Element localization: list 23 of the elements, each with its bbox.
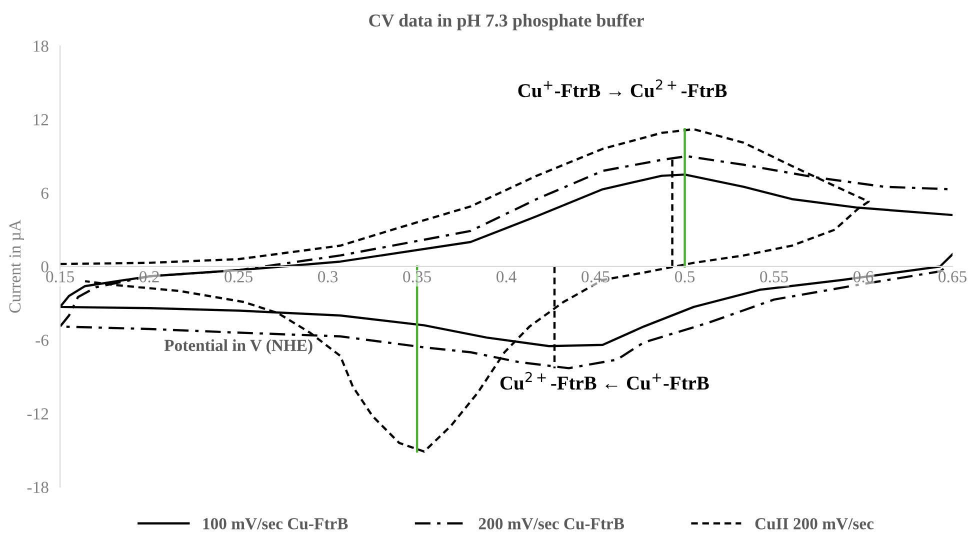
x-axis-title: Potential in V (NHE) — [164, 339, 312, 354]
x-tick-label: 0.45 — [582, 271, 610, 282]
y-tick-label: -12 — [27, 408, 48, 420]
chart-title: CV data in pH 7.3 phosphate buffer — [369, 14, 644, 30]
x-tick-label: 0.4 — [496, 271, 516, 282]
legend-label: 100 mV/sec Cu-FtrB — [203, 518, 348, 530]
x-tick-label: 0.3 — [318, 271, 338, 282]
y-tick-label: 0 — [41, 261, 48, 272]
legend-label: CuII 200 mV/sec — [755, 518, 874, 530]
x-tick-label: 0.65 — [938, 271, 966, 282]
y-tick-label: 12 — [34, 114, 48, 126]
y-tick-label: 6 — [41, 188, 48, 199]
y-tick-label: 18 — [34, 40, 48, 52]
y-tick-label: -6 — [36, 334, 48, 346]
x-tick-label: 0.5 — [675, 271, 695, 282]
y-tick-label: -18 — [27, 482, 48, 494]
annotation: Cu$^{+}$-FtrB → Cu$^{2+}$-FtrB — [518, 79, 727, 98]
annotation: Cu$^{2+}$-FtrB ← Cu$^{+}$-FtrB — [500, 372, 709, 390]
x-tick-label: 0.55 — [760, 271, 788, 282]
legend-label: 200 mV/sec Cu-FtrB — [478, 518, 624, 530]
y-axis-title: Current in µA — [9, 220, 24, 313]
x-tick-label: 0.15 — [46, 271, 74, 282]
x-tick-label: 0.25 — [224, 271, 252, 282]
